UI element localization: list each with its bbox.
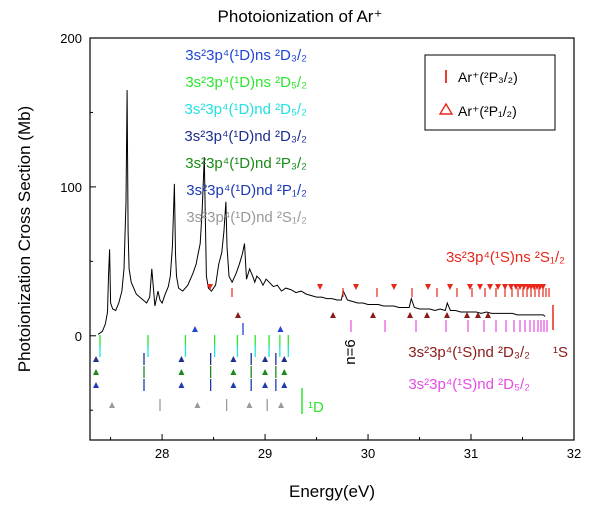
series-marker [370, 312, 376, 318]
series-marker [425, 284, 431, 290]
series-marker [192, 326, 198, 332]
label-1d-ns-2d32: 3s²3p⁴(¹D)ns ²D₃/₂ [185, 47, 307, 64]
y-axis-label: Photoionization Cross Section (Mb) [15, 106, 34, 372]
y-tick-label: 0 [75, 329, 82, 344]
label-1d-nd-2d52: 3s²3p⁴(¹D)nd ²D₅/₂ [185, 101, 308, 118]
series-marker [281, 382, 288, 388]
series-marker [178, 356, 185, 362]
legend-box [424, 54, 556, 131]
axis-ticks: 28 29 30 31 32 0 100 200 [60, 31, 581, 461]
series-marker [262, 382, 269, 388]
series-marker [467, 284, 473, 290]
series-marker [517, 284, 523, 290]
label-1s-ns-2s12: 3s²3p⁴(¹S)ns ²S₁/₂ [446, 249, 565, 266]
y-tick-label: 100 [60, 180, 82, 195]
annotation-labels: 3s²3p⁴(¹D)ns ²D₃/₂ 3s²3p⁴(¹D)ns ²D₅/₂ 3s… [184, 47, 568, 416]
series-marker [391, 284, 397, 290]
series-marker [93, 369, 99, 375]
legend-label-2p32: Ar⁺(²P₃/₂) [458, 69, 518, 85]
series-marker [444, 312, 450, 318]
series-marker [230, 356, 237, 362]
series-marker [230, 369, 237, 375]
series-marker [262, 356, 269, 362]
series-marker [330, 312, 336, 318]
series-marker [477, 284, 483, 290]
series-marker [464, 312, 470, 318]
series-marker [424, 312, 430, 318]
series-marker [281, 369, 288, 375]
spectrum-line [97, 90, 546, 335]
label-n6: n=6 [342, 339, 359, 364]
series-marker [495, 284, 501, 290]
series-marker [487, 284, 493, 290]
series-marker [513, 284, 519, 290]
series-marker [93, 382, 99, 388]
label-1d-limit: ¹D [308, 399, 324, 416]
series-marker [246, 402, 253, 408]
label-1s-nd-2d52: 3s²3p⁴(¹S)nd ²D₅/₂ [408, 376, 530, 393]
label-1d-nd-2p32: 3s²3p⁴(¹D)nd ²P₃/₂ [185, 155, 307, 172]
series-marker [475, 312, 481, 318]
series-marker [262, 369, 269, 375]
series-marker [447, 284, 453, 290]
x-tick-label: 32 [567, 446, 581, 461]
series-marker [508, 284, 514, 290]
series-marker [317, 284, 323, 290]
series-marker [521, 284, 527, 290]
series-marker [540, 284, 546, 290]
series-marker [235, 312, 241, 318]
x-tick-label: 30 [361, 446, 375, 461]
series-marker [502, 284, 508, 290]
series-marker [109, 402, 115, 408]
label-1d-nd-2s12: 3s²3p⁴(¹D)nd ²S₁/₂ [186, 209, 307, 226]
rydberg-markers [93, 284, 550, 411]
x-axis-label: Energy(eV) [289, 482, 375, 501]
series-marker [230, 382, 237, 388]
label-1d-nd-2p12: 3s²3p⁴(¹D)nd ²P₁/₂ [186, 182, 307, 199]
legend: Ar⁺(²P₃/₂) Ar⁺(²P₁/₂) [424, 54, 556, 131]
legend-triangle-marker [438, 102, 454, 115]
label-1d-ns-2d52: 3s²3p⁴(¹D)ns ²D₅/₂ [185, 74, 307, 91]
y-tick-label: 200 [60, 31, 82, 46]
series-marker [353, 284, 359, 290]
label-1d-nd-2d32: 3s²3p⁴(¹D)nd ²D₃/₂ [184, 128, 307, 145]
series-marker [178, 382, 185, 388]
plot-frame [89, 37, 575, 441]
series-marker [178, 369, 185, 375]
series-marker [485, 312, 491, 318]
x-tick-label: 29 [258, 446, 272, 461]
x-tick-label: 28 [155, 446, 169, 461]
label-1s-nd-2d32: 3s²3p⁴(¹S)nd ²D₃/₂ [408, 344, 530, 361]
series-marker [407, 312, 413, 318]
series-marker [277, 326, 284, 332]
series-marker [93, 356, 99, 362]
series-marker [281, 356, 288, 362]
series-marker [278, 402, 285, 408]
legend-label-2p12: Ar⁺(²P₁/₂) [458, 103, 517, 119]
x-tick-label: 31 [464, 446, 478, 461]
label-1s-limit: ¹S [553, 344, 568, 361]
chart-title: Photoionization of Ar⁺ [218, 7, 383, 26]
series-marker [194, 402, 201, 408]
series-marker [207, 284, 213, 290]
